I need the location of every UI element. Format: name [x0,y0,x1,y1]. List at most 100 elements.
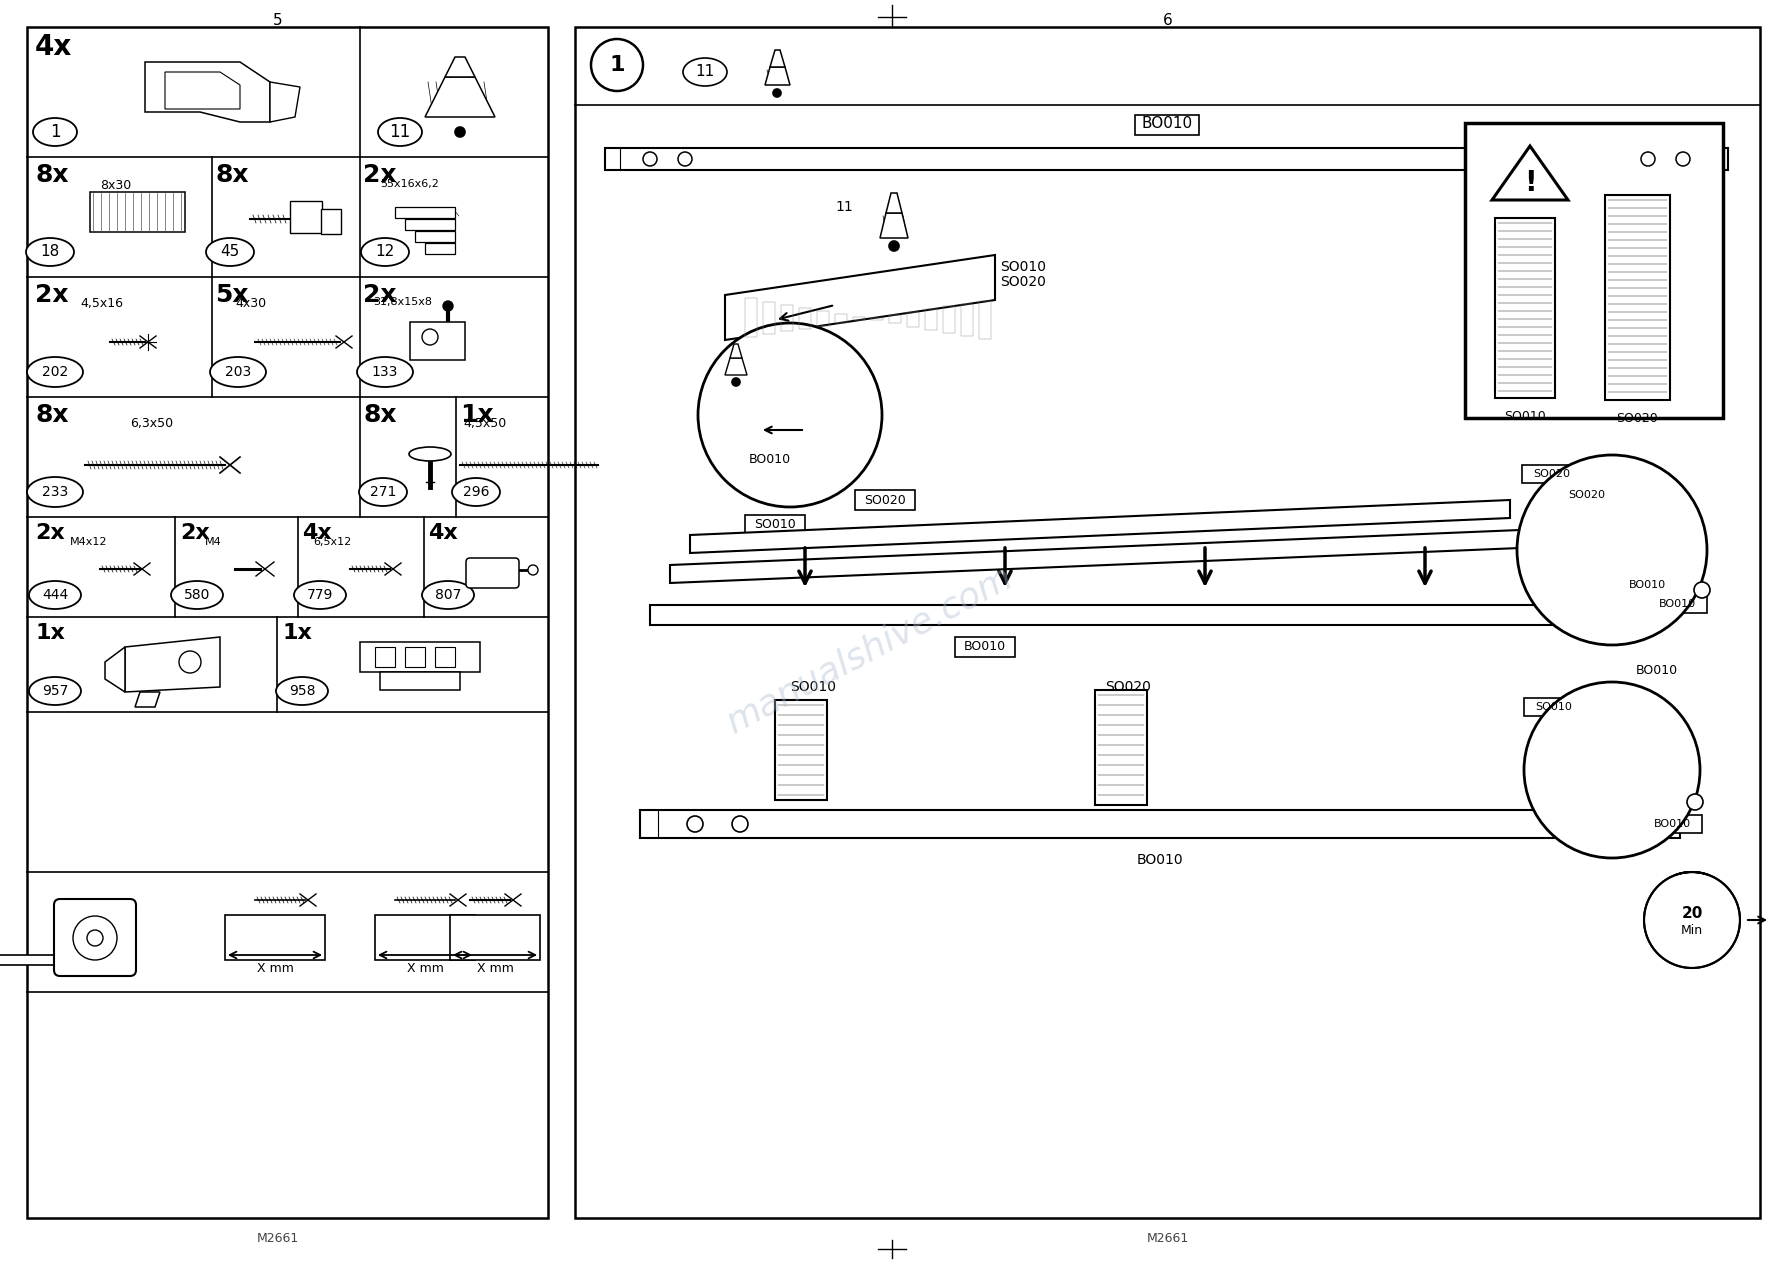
Text: BO010: BO010 [750,453,791,466]
Text: 233: 233 [41,485,68,499]
Text: 1: 1 [609,56,625,75]
Ellipse shape [205,237,253,266]
Ellipse shape [178,650,202,673]
Bar [411,322,466,360]
Text: 11: 11 [696,64,714,80]
Text: 4,5x50: 4,5x50 [462,417,507,429]
Text: 2x: 2x [362,283,396,307]
Bar [775,700,826,799]
Ellipse shape [27,477,82,506]
Text: 444: 444 [41,589,68,602]
Ellipse shape [139,333,157,351]
Text: SO020: SO020 [1533,469,1571,479]
Ellipse shape [220,453,241,476]
Circle shape [1694,582,1710,597]
Bar [1523,465,1582,482]
Ellipse shape [361,237,409,266]
Bar [1524,698,1583,716]
Bar [375,647,394,667]
Text: 20: 20 [1681,906,1703,921]
Circle shape [1617,816,1633,832]
Text: 296: 296 [462,485,489,499]
Bar [1648,595,1706,613]
Bar [405,647,425,667]
Circle shape [455,128,466,136]
Polygon shape [880,213,909,237]
Polygon shape [1492,147,1567,200]
Circle shape [732,378,741,386]
Text: 203: 203 [225,365,252,379]
Bar [289,201,321,232]
Bar [27,27,548,1218]
Ellipse shape [528,565,537,575]
Circle shape [1517,455,1706,645]
Ellipse shape [295,581,346,609]
Text: 5x: 5x [214,283,248,307]
Text: 1x: 1x [282,623,312,643]
FancyBboxPatch shape [54,899,136,976]
Bar [414,231,455,242]
Text: M2661: M2661 [257,1231,300,1245]
Circle shape [889,241,900,251]
Text: 202: 202 [41,365,68,379]
Circle shape [73,916,118,960]
Text: 1x: 1x [461,403,494,427]
Text: 779: 779 [307,589,334,602]
Bar [225,914,325,960]
Ellipse shape [29,677,80,705]
Text: 807: 807 [436,589,461,602]
Text: 6: 6 [1164,13,1173,28]
Text: 8x: 8x [362,403,396,427]
Text: BO010: BO010 [1137,853,1183,866]
Text: SO010: SO010 [753,519,796,532]
Ellipse shape [134,561,150,577]
Circle shape [1640,152,1655,165]
Polygon shape [136,692,161,707]
Text: 2x: 2x [180,523,211,543]
Polygon shape [270,82,300,123]
Circle shape [1676,152,1690,165]
Ellipse shape [505,892,521,908]
Text: SO020: SO020 [1000,275,1046,289]
Ellipse shape [255,560,275,578]
Bar [1605,195,1671,400]
Text: 8x: 8x [36,163,68,187]
Bar [641,810,1680,837]
Text: 45: 45 [220,245,239,259]
Text: SO010: SO010 [1505,410,1546,423]
Text: 8x: 8x [214,163,248,187]
Bar [321,208,341,234]
Bar [955,637,1016,657]
Bar [394,207,455,218]
Polygon shape [730,344,743,357]
Text: 1: 1 [50,123,61,141]
Text: M4x12: M4x12 [70,537,107,547]
Circle shape [87,930,104,946]
Text: 4x: 4x [302,523,332,543]
Ellipse shape [409,447,452,461]
Text: SO020: SO020 [864,494,905,506]
Bar [0,955,61,965]
Bar [405,218,455,230]
Ellipse shape [336,333,353,351]
Text: 2x: 2x [362,163,396,187]
Bar [605,148,1728,171]
Text: BO010: BO010 [1141,115,1192,130]
Bar [89,192,186,232]
Ellipse shape [357,357,412,386]
Text: 12: 12 [375,245,394,259]
Text: 1x: 1x [36,623,64,643]
Text: 11: 11 [835,200,853,213]
Bar [425,242,455,254]
Polygon shape [691,500,1510,553]
Ellipse shape [443,301,453,311]
Ellipse shape [80,192,98,232]
Text: X mm: X mm [477,962,514,975]
Bar [1135,115,1200,135]
Polygon shape [725,357,746,375]
Ellipse shape [277,677,328,705]
Circle shape [1524,682,1699,858]
Ellipse shape [421,581,475,609]
Polygon shape [725,255,994,340]
Text: SO010: SO010 [1000,260,1046,274]
